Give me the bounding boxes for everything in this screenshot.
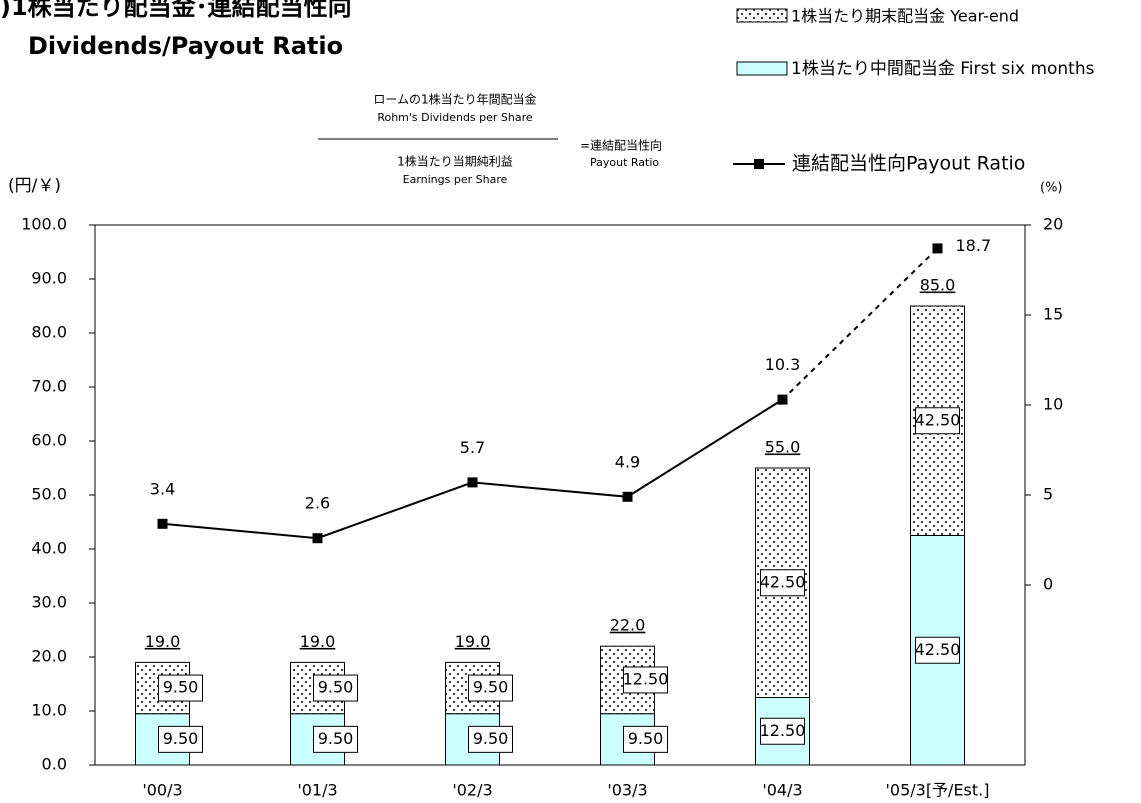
total-label: 19.0 [145, 632, 181, 651]
value-label-box [760, 717, 805, 745]
total-label: 85.0 [920, 276, 956, 295]
y-tick-label: 0.0 [42, 755, 67, 774]
x-tick-label: '04/3 [762, 781, 802, 800]
value-label: 9.50 [473, 729, 509, 748]
value-label-box [158, 725, 203, 753]
y-tick-label: 50.0 [31, 485, 67, 504]
legend-label: 連結配当性向Payout Ratio [792, 153, 1025, 175]
value-label-box [760, 569, 805, 597]
legend-marker [754, 159, 764, 169]
value-label: 42.50 [760, 572, 806, 591]
y2-tick-label: 10 [1043, 395, 1063, 414]
value-label: 9.50 [628, 729, 664, 748]
x-tick-label: '01/3 [297, 781, 337, 800]
y-tick-label: 90.0 [31, 269, 67, 288]
value-label-box [468, 725, 513, 753]
payout-marker [467, 477, 478, 488]
payout-line [162, 398, 784, 540]
value-label-box [915, 636, 960, 664]
payout-marker [157, 518, 168, 529]
total-label: 22.0 [610, 616, 646, 635]
y-tick-label: 10.0 [31, 701, 67, 720]
payout-label: 4.9 [615, 452, 640, 471]
legend-label: 1株当たり中間配当金 First six months [791, 59, 1095, 79]
y2-tick-label: 20 [1043, 215, 1063, 234]
payout-label: 10.3 [765, 355, 801, 374]
payout-marker [622, 491, 633, 502]
y-axis-label: (円/￥) [8, 176, 61, 196]
value-label: 9.50 [318, 729, 354, 748]
payout-marker [312, 533, 323, 544]
chart-subtitle: Dividends/Payout Ratio [28, 32, 343, 60]
total-label: 19.0 [455, 632, 491, 651]
legend-swatch [736, 61, 788, 76]
payout-label: 3.4 [150, 479, 175, 498]
x-tick-label: '02/3 [452, 781, 492, 800]
annotation: Earnings per Share [403, 173, 508, 186]
total-label: 19.0 [300, 632, 336, 651]
annotation: Rohm's Dividends per Share [377, 111, 533, 124]
annotation: 1株当たり当期純利益 [397, 154, 513, 169]
payout-label: 18.7 [956, 236, 992, 255]
y2-tick-label: 0 [1043, 575, 1053, 594]
y2-axis-label: (%) [1040, 181, 1063, 196]
annotation: =連結配当性向 [580, 138, 662, 153]
value-label: 9.50 [473, 678, 509, 697]
value-label-box [313, 674, 358, 702]
value-label: 12.50 [623, 669, 669, 688]
x-tick-label: '00/3 [142, 781, 182, 800]
y-tick-label: 40.0 [31, 539, 67, 558]
y-tick-label: 30.0 [31, 593, 67, 612]
value-label-box [915, 407, 960, 435]
payout-line [781, 247, 939, 401]
annotation: Payout Ratio [590, 156, 659, 169]
value-label-box [313, 725, 358, 753]
chart-title: )1株当たり配当金･連結配当性向 [0, 0, 352, 21]
y-tick-label: 60.0 [31, 431, 67, 450]
value-label: 12.50 [760, 721, 806, 740]
value-label: 42.50 [915, 640, 961, 659]
value-label-box [623, 666, 668, 694]
payout-label: 2.6 [305, 494, 330, 513]
payout-marker [777, 394, 788, 405]
legend-swatch [736, 8, 788, 23]
payout-marker [932, 243, 943, 254]
y-tick-label: 100.0 [21, 215, 67, 234]
y2-tick-label: 15 [1043, 305, 1063, 324]
value-label: 42.50 [915, 410, 961, 429]
value-label-box [623, 725, 668, 753]
y-tick-label: 80.0 [31, 323, 67, 342]
x-tick-label: '05/3[予/Est.] [885, 781, 989, 800]
value-label: 9.50 [318, 678, 354, 697]
value-label-box [468, 674, 513, 702]
y-tick-label: 70.0 [31, 377, 67, 396]
x-tick-label: '03/3 [607, 781, 647, 800]
legend-label: 1株当たり期末配当金 Year-end [791, 7, 1019, 26]
plot-area [94, 224, 1026, 766]
y2-tick-label: 5 [1043, 485, 1053, 504]
payout-label: 5.7 [460, 438, 485, 457]
value-label: 9.50 [163, 729, 199, 748]
value-label: 9.50 [163, 678, 199, 697]
value-label-box [158, 674, 203, 702]
y-tick-label: 20.0 [31, 647, 67, 666]
annotation: ロームの1株当たり年間配当金 [373, 92, 536, 107]
total-label: 55.0 [765, 438, 801, 457]
